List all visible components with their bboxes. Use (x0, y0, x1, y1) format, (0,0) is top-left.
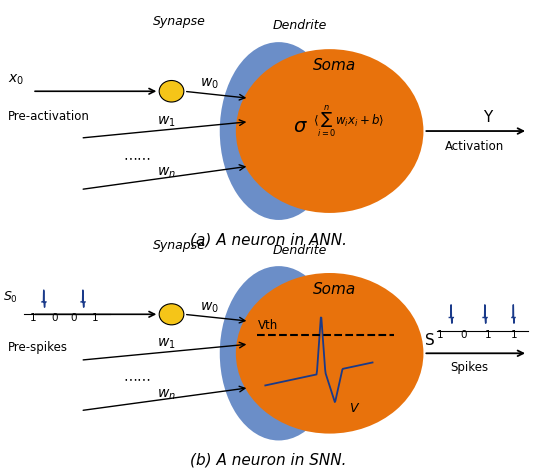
Text: $\sigma$: $\sigma$ (293, 117, 308, 136)
Circle shape (159, 80, 184, 102)
Text: Y: Y (483, 110, 493, 125)
Text: 0: 0 (71, 313, 77, 323)
Text: Synapse: Synapse (153, 15, 206, 28)
Text: Vth: Vth (258, 319, 279, 332)
Text: $w_n$: $w_n$ (157, 166, 176, 180)
Circle shape (159, 304, 184, 325)
Text: Soma: Soma (314, 282, 356, 297)
Ellipse shape (220, 42, 338, 220)
Text: Activation: Activation (445, 139, 504, 153)
Text: Dendrite: Dendrite (273, 243, 327, 256)
Text: Pre-spikes: Pre-spikes (8, 341, 68, 354)
Circle shape (236, 273, 423, 433)
Text: 1: 1 (92, 313, 99, 323)
Text: Pre-activation: Pre-activation (8, 110, 90, 124)
Text: $w_0$: $w_0$ (199, 77, 219, 91)
Text: $w_1$: $w_1$ (157, 115, 175, 129)
Circle shape (236, 49, 423, 213)
Text: Spikes: Spikes (450, 361, 488, 374)
Text: $w_0$: $w_0$ (199, 300, 219, 314)
Text: Synapse: Synapse (153, 239, 206, 252)
Text: Soma: Soma (314, 58, 356, 73)
Text: 1: 1 (485, 330, 491, 340)
Text: $w_1$: $w_1$ (157, 337, 175, 351)
Text: V: V (349, 402, 358, 415)
Text: Dendrite: Dendrite (273, 19, 327, 32)
Text: 0: 0 (460, 330, 467, 340)
Text: $\cdots\cdots$: $\cdots\cdots$ (123, 372, 151, 386)
Text: $\langle\sum_{i=0}^{n} w_i x_i + b\rangle$: $\langle\sum_{i=0}^{n} w_i x_i + b\rangl… (312, 104, 384, 139)
Text: (b) A neuron in SNN.: (b) A neuron in SNN. (190, 452, 346, 467)
Text: 1: 1 (437, 330, 444, 340)
Text: S: S (425, 333, 435, 348)
Text: $S_0$: $S_0$ (3, 290, 18, 305)
Text: (a) A neuron in ANN.: (a) A neuron in ANN. (190, 232, 346, 247)
Text: $w_n$: $w_n$ (157, 388, 176, 402)
Text: $x_0$: $x_0$ (8, 73, 24, 87)
Ellipse shape (220, 266, 338, 440)
Text: $\cdots\cdots$: $\cdots\cdots$ (123, 150, 151, 164)
Text: 0: 0 (51, 313, 58, 323)
Text: 1: 1 (511, 330, 518, 340)
Text: 1: 1 (30, 313, 36, 323)
